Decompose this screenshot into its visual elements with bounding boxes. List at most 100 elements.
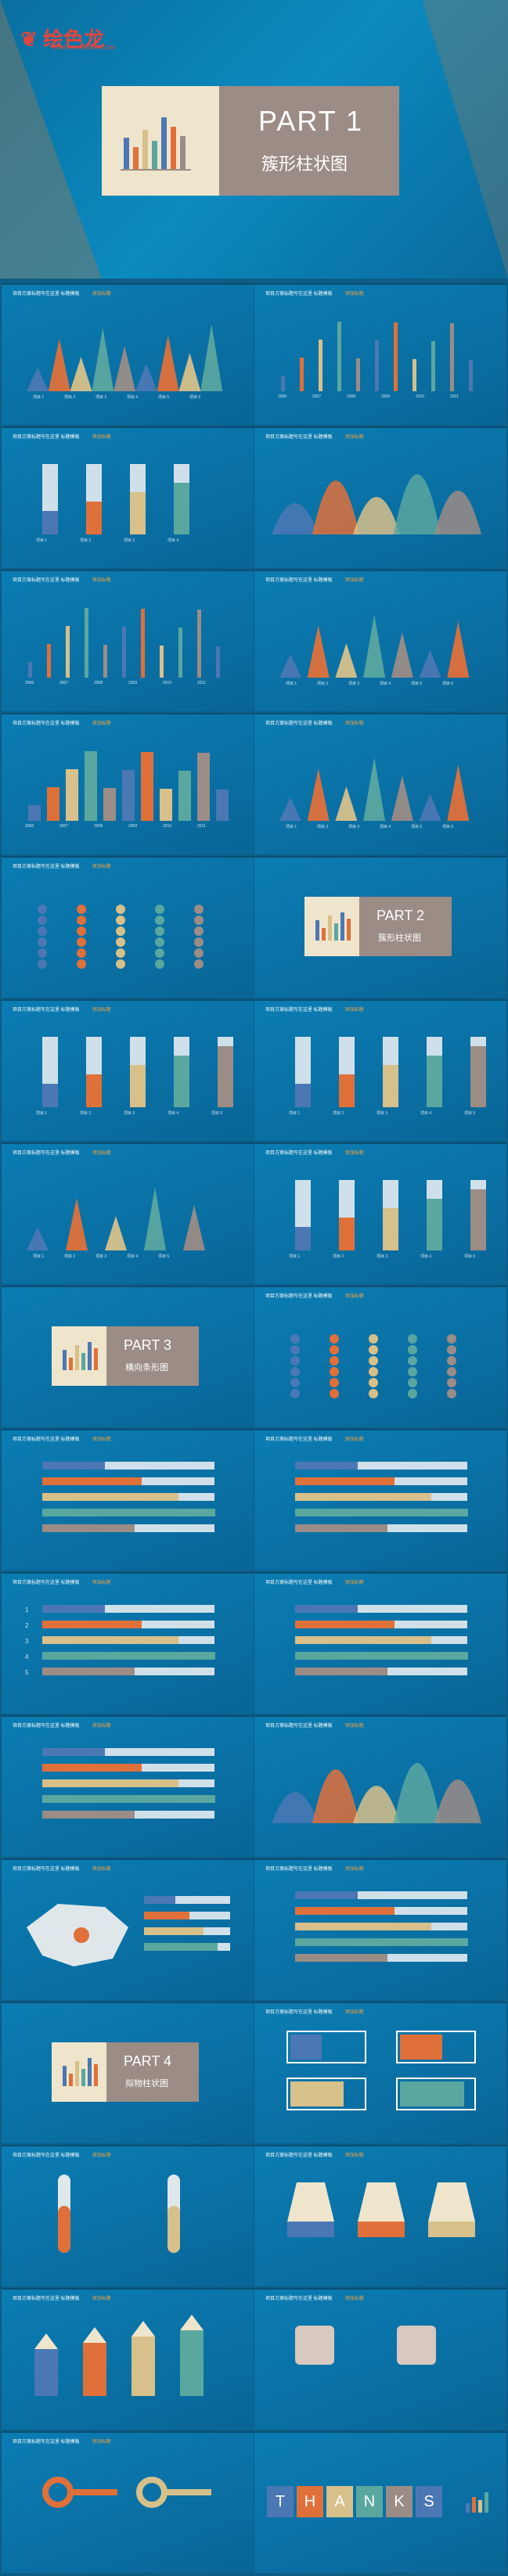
axis-tick-label: 项目 3: [348, 825, 360, 829]
slide-header: 项目方案标题写在这里 标题模板 添加标题: [13, 1722, 111, 1729]
slide-title: 项目方案标题写在这里 标题模板: [265, 1008, 333, 1013]
thanks-letter: H: [297, 2486, 323, 2517]
slide-title: 项目方案标题写在这里 标题模板: [13, 578, 80, 583]
slide-top-divider: [254, 283, 506, 285]
cover-right-wedge: [422, 0, 508, 279]
slide-title: 项目方案标题写在这里 标题模板: [13, 1437, 80, 1442]
slide-top-divider: [254, 999, 506, 1001]
axis-tick-label: 2011: [197, 681, 206, 685]
slide-header: 项目方案标题写在这里 标题模板 添加标题: [265, 433, 364, 440]
slide-title: 项目方案标题写在这里 标题模板: [265, 1581, 333, 1585]
slide-bars-arrows: 项目方案标题写在这里 标题模板 添加标题 2006 2007 2008 2009 2010 2…: [254, 283, 506, 425]
axis-tick-label: 2006: [278, 394, 287, 399]
slide-tag: 添加标题: [344, 2297, 364, 2301]
slide-top-divider: [2, 1142, 254, 1144]
slide-title: 项目方案标题写在这里 标题模板: [13, 721, 80, 726]
axis-tick-label: 项目 3: [376, 1254, 388, 1259]
slide-tag: 添加标题: [92, 1724, 111, 1729]
slide-stacked: 项目方案标题写在这里 标题模板 添加标题 项目 1 项目 2 项目 3 项目 4 项目 5: [2, 999, 254, 1141]
axis-tick-label: 项目 1: [289, 1111, 301, 1116]
slide-title: 项目方案标题写在这里 标题模板: [13, 2153, 80, 2158]
chart-graphic: [42, 2477, 211, 2508]
chart-graphic: [287, 2182, 475, 2237]
slide-pencils: 项目方案标题写在这里 标题模板 添加标题: [2, 2288, 254, 2430]
axis-tick-label: 项目 2: [80, 538, 92, 543]
cover-subtitle: 簇形柱状图: [261, 154, 348, 174]
slide-header: 项目方案标题写在这里 标题模板 添加标题: [265, 1722, 364, 1729]
chart-graphic: [295, 1180, 486, 1250]
slide-title: 项目方案标题写在这里 标题模板: [265, 721, 333, 726]
axis-tick-label: 项目 2: [64, 395, 76, 400]
slide-header: 项目方案标题写在这里 标题模板 添加标题: [265, 1006, 364, 1013]
slide-top-divider: [254, 2145, 506, 2146]
slide-tag: 添加标题: [344, 578, 364, 583]
slide-title: 项目方案标题写在这里 标题模板: [265, 2297, 333, 2301]
bar-chart-icon: [63, 1342, 98, 1370]
axis-tick-label: 项目 1: [33, 395, 45, 400]
row-number: 1: [25, 1606, 29, 1614]
cover-slide: ❦ 绘色龙 WWW.HUISELONG.COM PART 1 簇形柱状图: [0, 0, 508, 279]
slide-top-divider: [2, 856, 254, 858]
slide-top-divider: [2, 2431, 254, 2433]
slide-hbars-long: 项目方案标题写在这里 标题模板 添加标题: [254, 1429, 506, 1570]
slide-header: 项目方案标题写在这里 标题模板 添加标题: [265, 1292, 364, 1299]
slide-tag: 添加标题: [344, 2153, 364, 2158]
axis-tick-label: 项目 4: [168, 1111, 179, 1116]
axis-tick-label: 项目 2: [333, 1254, 344, 1259]
axis-tick-label: 项目 3: [95, 395, 107, 400]
slide-top-divider: [2, 1286, 254, 1287]
axis-tick-label: 项目 1: [36, 538, 48, 543]
slide-header: 项目方案标题写在这里 标题模板 添加标题: [265, 1149, 364, 1156]
slide-tag: 添加标题: [344, 1437, 364, 1442]
section-title-box: PART 2 簇形柱状图: [304, 897, 452, 956]
slide-title: 项目方案标题写在这里 标题模板: [13, 292, 80, 297]
chart-graphic: [27, 1187, 205, 1250]
axis-tick-label: 项目 4: [420, 1254, 432, 1259]
axis-tick-label: 2008: [94, 681, 103, 685]
slide-header: 项目方案标题写在这里 标题模板 添加标题: [265, 2008, 364, 2015]
axis-tick-label: 项目 3: [95, 1254, 107, 1259]
logo-subtitle: WWW.HUISELONG.COM: [52, 45, 115, 51]
chart-graphic: [28, 751, 229, 821]
slide-top-divider: [254, 2002, 506, 2003]
cover-chart-panel: [102, 86, 219, 196]
axis-tick-label: 2006: [25, 824, 34, 829]
slide-header: 项目方案标题写在这里 标题模板 添加标题: [13, 433, 111, 440]
slide-header: 项目方案标题写在这里 标题模板 添加标题: [13, 1006, 111, 1013]
bar-chart-icon: [315, 912, 351, 941]
axis-tick-label: 项目 1: [36, 1111, 48, 1116]
slide-title: 项目方案标题写在这里 标题模板: [265, 1151, 333, 1156]
slide-title: 项目方案标题写在这里 标题模板: [13, 1867, 80, 1872]
axis-tick-label: 2011: [197, 824, 206, 829]
section-subtitle: 横向条形图: [125, 1363, 168, 1373]
slide-header: 项目方案标题写在这里 标题模板 添加标题: [13, 2437, 111, 2445]
slide-header: 项目方案标题写在这里 标题模板 添加标题: [13, 1435, 111, 1442]
slide-tag: 添加标题: [92, 2153, 111, 2158]
slide-hbars-num: 项目方案标题写在这里 标题模板 添加标题: [2, 1429, 254, 1570]
slide-tubes: 项目方案标题写在这里 标题模板 添加标题 项目 1 项目 2 项目 3 项目 4 项目 5: [254, 999, 506, 1141]
slide-tag: 添加标题: [92, 1151, 111, 1156]
section-title-box: PART 3 横向条形图: [52, 1326, 199, 1386]
chart-graphic: [42, 1462, 215, 1532]
slide-top-divider: [2, 2288, 254, 2290]
slide-tag: 添加标题: [92, 1581, 111, 1585]
chart-graphic: [281, 322, 473, 391]
axis-tick-label: 项目 5: [464, 1254, 476, 1259]
slide-map: 项目方案标题写在这里 标题模板 添加标题: [2, 1858, 254, 2000]
logo: ❦ 绘色龙: [20, 27, 105, 51]
slide-top-divider: [254, 426, 506, 428]
chart-graphic: [34, 2315, 204, 2396]
slide-simple-bars: 项目方案标题写在这里 标题模板 添加标题 2006 2007 2008 2009 2010 2…: [2, 713, 254, 854]
bar-chart-icon: [63, 2058, 98, 2086]
slide-tag: 添加标题: [344, 1867, 364, 1872]
slide-title: 项目方案标题写在这里 标题模板: [13, 1724, 80, 1729]
slide-wavy: 项目方案标题写在这里 标题模板 添加标题: [254, 1715, 506, 1857]
axis-tick-label: 项目 3: [124, 538, 135, 543]
slide-peaks: 项目方案标题写在这里 标题模板 添加标题 项目 1 项目 2 项目 3 项目 4 项目 5 项…: [2, 283, 254, 425]
axis-tick-label: 项目 4: [127, 395, 139, 400]
slide-cones2: 项目方案标题写在这里 标题模板 添加标题 项目 1 项目 2 项目 3 项目 4 项目 5: [2, 1142, 254, 1284]
slide-tag: 添加标题: [92, 1008, 111, 1013]
section-part-title: PART 2: [376, 908, 425, 923]
chart-graphic: [38, 905, 204, 969]
